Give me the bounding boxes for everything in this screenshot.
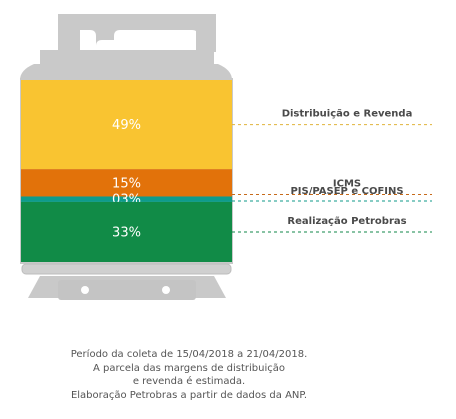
segment-icms bbox=[21, 169, 232, 197]
chart-caption: Período da coleta de 15/04/2018 a 21/04/… bbox=[60, 348, 318, 402]
caption-line: e revenda é estimada. bbox=[132, 376, 246, 387]
caption-line: Período da coleta de 15/04/2018 a 21/04/… bbox=[70, 349, 308, 360]
caption-line: A parcela das margens de distribuição bbox=[92, 362, 286, 374]
segment-value-label: 33% bbox=[112, 225, 141, 240]
cylinder-handle-hole bbox=[96, 40, 196, 52]
cylinder-foot-hole-left bbox=[81, 286, 89, 294]
cylinder-foot-ring bbox=[58, 280, 196, 300]
segment-value-label: 49% bbox=[112, 118, 141, 133]
legend-label: Realização Petrobras bbox=[287, 216, 406, 227]
segment-pis-pasep-e-cofins bbox=[21, 196, 232, 202]
cylinder-neck bbox=[40, 50, 214, 68]
cylinder-handle-right-post bbox=[196, 14, 216, 52]
segment-distribui-o-e-revenda bbox=[21, 80, 232, 170]
segment-realiza-o-petrobras bbox=[21, 201, 232, 262]
cylinder-ring-upper bbox=[21, 263, 232, 275]
legend-label: ICMS bbox=[333, 178, 361, 189]
legend-label: PIS/PASEP e COFINS bbox=[290, 186, 403, 197]
legend-label: Distribuição e Revenda bbox=[282, 109, 413, 120]
cylinder-handle-left-post bbox=[58, 14, 80, 52]
segment-value-label: 15% bbox=[112, 176, 141, 191]
cylinder-handle bbox=[58, 14, 216, 46]
cylinder-foot-hole-right bbox=[162, 286, 170, 294]
caption-line: Elaboração Petrobras a partir de dados d… bbox=[70, 389, 308, 401]
